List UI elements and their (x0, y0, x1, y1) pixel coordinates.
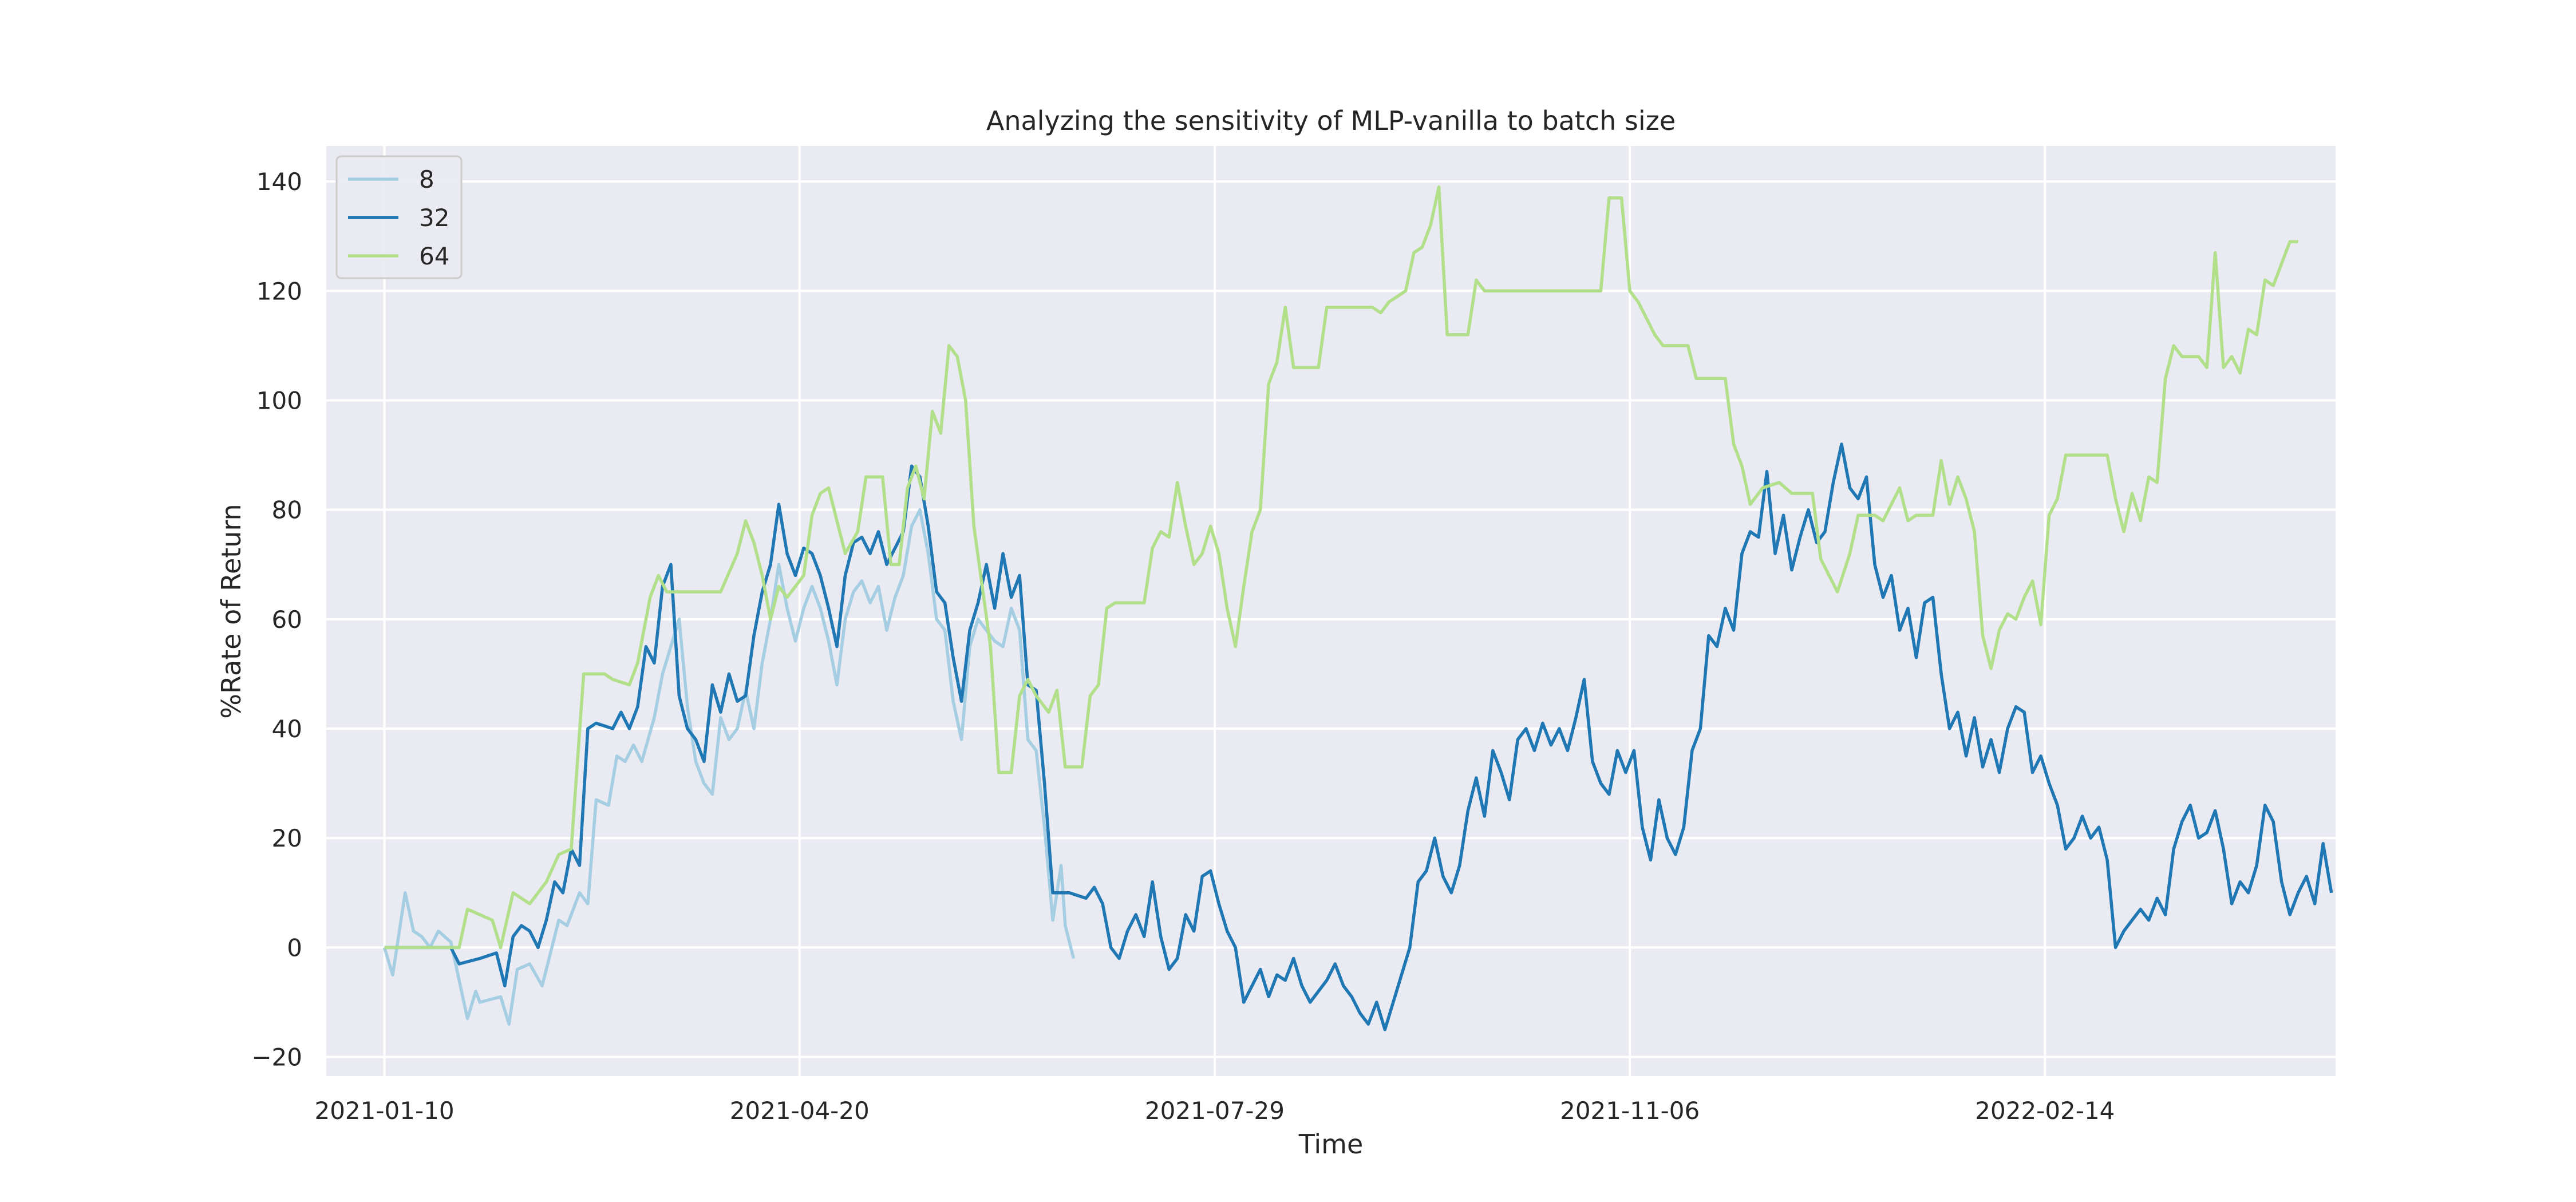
x-tick-label: 2021-11-06 (1560, 1097, 1700, 1125)
axis-ticks: −20 0 20 40 60 80 100 120 140 2021-01-10 2021-04-2… (251, 168, 2115, 1125)
legend-label-32: 32 (419, 204, 449, 232)
x-tick-label: 2021-04-20 (730, 1097, 870, 1125)
x-axis-label: Time (1298, 1129, 1364, 1160)
legend: 8 32 64 (335, 155, 463, 279)
y-tick-label: 20 (272, 824, 302, 852)
y-tick-label: −20 (251, 1043, 302, 1071)
chart-title: Analyzing the sensitivity of MLP-vanilla… (986, 105, 1676, 136)
y-tick-label: 60 (272, 606, 302, 634)
y-tick-label: 140 (256, 168, 302, 196)
series-line-64 (384, 185, 2298, 950)
x-tick-label: 2022-02-14 (1975, 1097, 2115, 1125)
y-axis-label: %Rate of Return (216, 504, 247, 718)
x-tick-label: 2021-07-29 (1145, 1097, 1285, 1125)
grid (326, 146, 2336, 1076)
y-tick-label: 0 (287, 934, 302, 962)
series-line-32 (384, 442, 2333, 1031)
legend-label-8: 8 (419, 165, 434, 193)
series-line-8 (382, 508, 1076, 1026)
y-tick-label: 120 (256, 277, 302, 305)
y-tick-label: 100 (256, 386, 302, 414)
series-lines (382, 185, 2333, 1031)
x-tick-label: 2021-01-10 (314, 1097, 454, 1125)
legend-box (335, 155, 463, 279)
y-tick-label: 80 (272, 496, 302, 524)
y-tick-label: 40 (272, 715, 302, 743)
legend-label-64: 64 (419, 242, 449, 270)
plot-area (326, 146, 2336, 1076)
